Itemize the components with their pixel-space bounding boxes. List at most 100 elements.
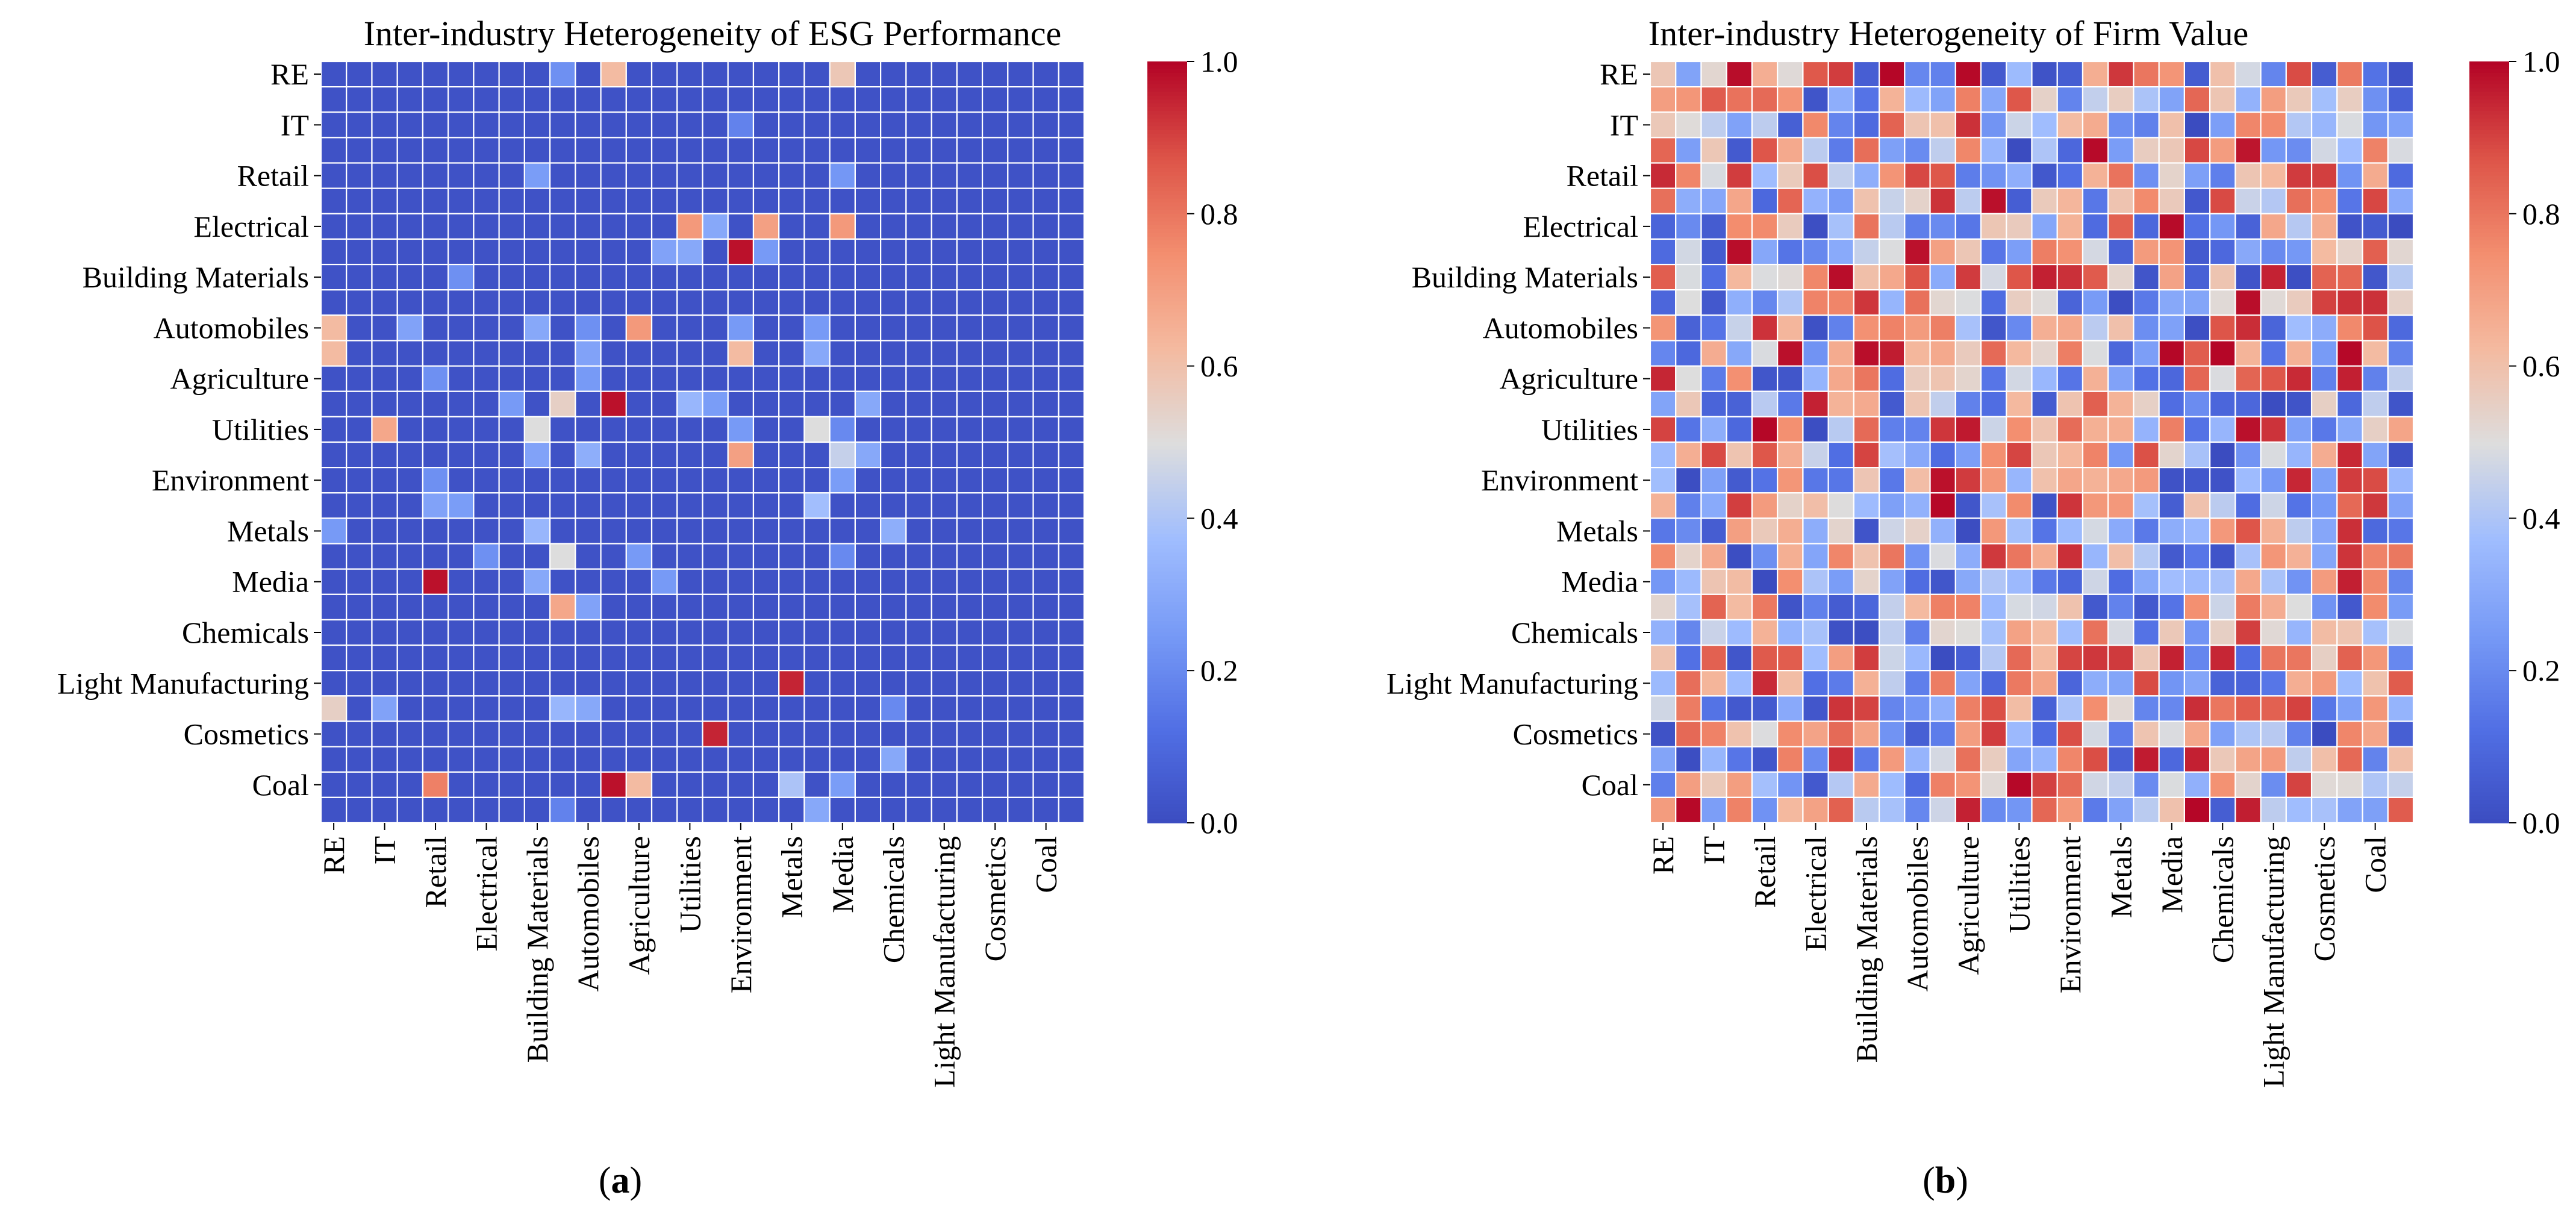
heatmap-cell bbox=[600, 441, 627, 469]
heatmap-cell bbox=[956, 746, 984, 773]
heatmap-cell bbox=[2133, 187, 2160, 214]
heatmap-cell bbox=[625, 365, 653, 392]
heatmap-cell bbox=[2209, 746, 2236, 773]
heatmap-cell bbox=[1827, 187, 1854, 214]
x-tick-label: Retail bbox=[419, 836, 452, 908]
heatmap-cell bbox=[1929, 390, 1956, 417]
heatmap-cell bbox=[1007, 365, 1034, 392]
heatmap-cell bbox=[2235, 695, 2262, 722]
heatmap-cell bbox=[1827, 517, 1854, 545]
heatmap-cell bbox=[981, 162, 1009, 189]
heatmap-cell bbox=[1751, 60, 1779, 88]
heatmap-cell bbox=[2107, 60, 2135, 88]
heatmap-cell bbox=[346, 60, 373, 88]
heatmap-cell bbox=[931, 746, 958, 773]
y-tick-label: Automobiles bbox=[1483, 311, 1638, 345]
colorbar-segment bbox=[1147, 107, 1187, 111]
heatmap-cell bbox=[422, 543, 449, 570]
heatmap-cell bbox=[2006, 238, 2033, 266]
heatmap-cell bbox=[2158, 187, 2185, 214]
heatmap-cell bbox=[752, 187, 780, 214]
heatmap-cell bbox=[1853, 314, 1880, 342]
heatmap-cell bbox=[396, 543, 424, 570]
heatmap-cell bbox=[905, 137, 932, 164]
colorbar-tick-label: 0.6 bbox=[2522, 349, 2560, 383]
heatmap-cell bbox=[1751, 238, 1779, 266]
heatmap-cell bbox=[2056, 365, 2084, 392]
heatmap-cell bbox=[473, 720, 500, 748]
colorbar-segment bbox=[2469, 252, 2509, 257]
colorbar-segment bbox=[2469, 723, 2509, 728]
heatmap-cell bbox=[1777, 670, 1804, 697]
heatmap-cell bbox=[1649, 771, 1677, 798]
heatmap-cell bbox=[1954, 695, 1982, 722]
colorbar-segment bbox=[1147, 259, 1187, 264]
colorbar-b: 0.00.20.40.60.81.0 bbox=[2469, 45, 2560, 840]
colorbar-segment bbox=[1147, 773, 1187, 778]
colorbar-segment bbox=[2469, 221, 2509, 226]
colorbar-segment bbox=[1147, 464, 1187, 470]
heatmap-cell bbox=[1007, 670, 1034, 697]
heatmap-cell bbox=[1954, 644, 1982, 672]
heatmap-cell bbox=[2362, 60, 2389, 88]
heatmap-cell bbox=[931, 771, 958, 798]
heatmap-cell bbox=[1777, 695, 1804, 722]
heatmap-cell bbox=[905, 60, 932, 88]
colorbar-segment bbox=[2469, 484, 2509, 489]
heatmap-cell bbox=[931, 492, 958, 519]
heatmap-cell bbox=[2082, 289, 2109, 316]
colorbar-segment bbox=[2469, 769, 2509, 774]
heatmap-cell bbox=[549, 517, 576, 545]
heatmap-cell bbox=[1058, 238, 1085, 266]
colorbar-segment bbox=[2469, 503, 2509, 508]
heatmap-cell bbox=[2285, 60, 2313, 88]
heatmap-cell bbox=[956, 771, 984, 798]
colorbar-segment bbox=[2469, 472, 2509, 477]
heatmap-cell bbox=[422, 619, 449, 646]
heatmap-cell bbox=[2260, 263, 2287, 291]
heatmap-cell bbox=[448, 441, 475, 469]
colorbar-segment bbox=[1147, 202, 1187, 207]
heatmap-cell bbox=[981, 467, 1009, 494]
heatmap-cell bbox=[702, 289, 729, 316]
heatmap-cell bbox=[2082, 238, 2109, 266]
heatmap-cell bbox=[1827, 543, 1854, 570]
heatmap-cell bbox=[498, 314, 525, 342]
colorbar-segment bbox=[2469, 613, 2509, 618]
heatmap-cell bbox=[1929, 644, 1956, 672]
heatmap-cell bbox=[1827, 670, 1854, 697]
colorbar-segment bbox=[2469, 575, 2509, 580]
heatmap-cell bbox=[1649, 86, 1677, 113]
heatmap-cell bbox=[1675, 416, 1702, 443]
colorbar-segment bbox=[2469, 240, 2509, 245]
heatmap-cell bbox=[880, 771, 907, 798]
heatmap-cell bbox=[1675, 619, 1702, 646]
heatmap-cell bbox=[2082, 416, 2109, 443]
heatmap-cell bbox=[1827, 593, 1854, 621]
heatmap-cell bbox=[371, 390, 398, 417]
heatmap-cell bbox=[2285, 695, 2313, 722]
heatmap-cell bbox=[2310, 543, 2338, 570]
heatmap-cell bbox=[778, 365, 805, 392]
heatmap-cell bbox=[1980, 746, 2007, 773]
heatmap-cell bbox=[931, 111, 958, 139]
heatmap-cell bbox=[498, 771, 525, 798]
heatmap-cell bbox=[320, 492, 348, 519]
heatmap-cell bbox=[2082, 593, 2109, 621]
heatmap-cell bbox=[523, 670, 551, 697]
heatmap-cell bbox=[1954, 187, 1982, 214]
heatmap-cell bbox=[448, 137, 475, 164]
heatmap-cell bbox=[1802, 365, 1829, 392]
heatmap-cell bbox=[498, 111, 525, 139]
heatmap-cell bbox=[752, 263, 780, 291]
y-tick-label: Environment bbox=[152, 463, 309, 497]
colorbar-segment bbox=[1147, 274, 1187, 279]
colorbar-segment bbox=[1147, 400, 1187, 405]
heatmap-cell bbox=[702, 695, 729, 722]
x-tick-label: Cosmetics bbox=[2307, 836, 2341, 961]
heatmap-cell bbox=[371, 416, 398, 443]
heatmap-cell bbox=[2285, 340, 2313, 367]
panel-b: Inter-industry Heterogeneity of Firm Val… bbox=[1386, 14, 2560, 1201]
heatmap-cell bbox=[2362, 720, 2389, 748]
colorbar-segment bbox=[2469, 819, 2509, 823]
